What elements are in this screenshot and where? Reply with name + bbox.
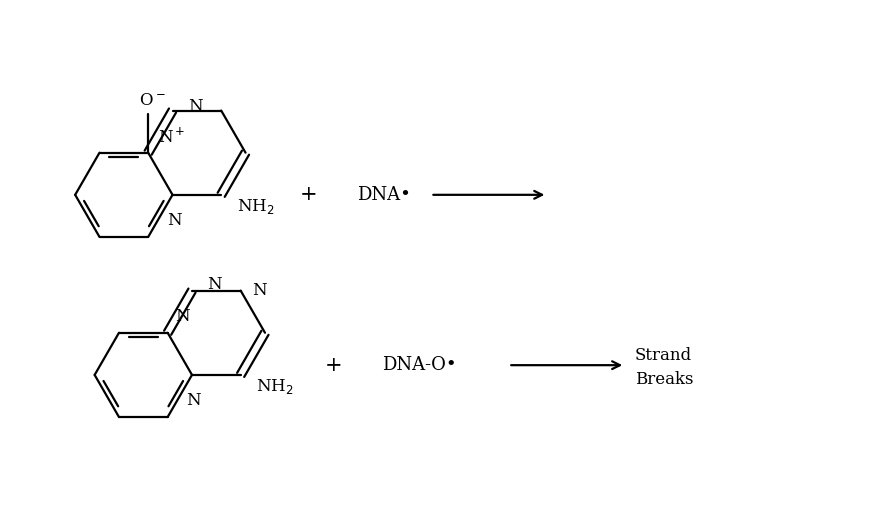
Text: N: N [176,308,190,325]
Text: N$^+$: N$^+$ [158,128,185,147]
Text: N: N [168,212,182,230]
Text: DNA•: DNA• [358,186,411,204]
Text: Breaks: Breaks [635,371,694,388]
Text: Strand: Strand [635,347,692,364]
Text: N: N [186,392,202,410]
Text: DNA-O•: DNA-O• [382,356,456,374]
Text: N: N [253,282,267,299]
Text: NH$_2$: NH$_2$ [256,377,294,396]
Text: O$^-$: O$^-$ [139,92,166,109]
Text: N: N [208,276,222,293]
Text: +: + [300,185,317,204]
Text: +: + [324,356,342,374]
Text: NH$_2$: NH$_2$ [237,197,274,216]
Text: N: N [188,98,202,115]
